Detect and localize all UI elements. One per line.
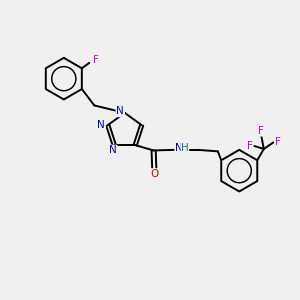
Text: H: H — [181, 143, 189, 153]
Text: N: N — [109, 146, 117, 155]
Text: F: F — [259, 126, 264, 136]
Text: F: F — [247, 141, 253, 151]
Text: F: F — [93, 55, 99, 65]
Text: N: N — [98, 120, 105, 130]
Text: N: N — [116, 106, 124, 116]
Text: F: F — [275, 137, 281, 147]
Text: O: O — [150, 169, 158, 179]
Text: N: N — [175, 143, 183, 153]
